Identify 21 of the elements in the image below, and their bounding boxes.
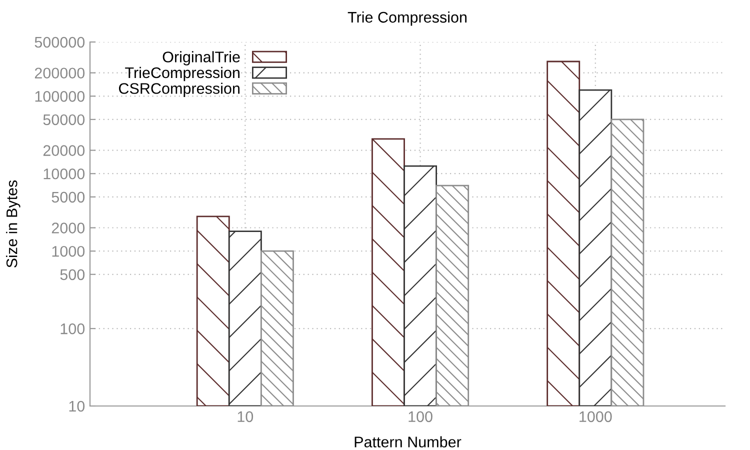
y-tick-label: 1000	[52, 246, 85, 257]
chart-title: Trie Compression	[348, 11, 467, 26]
y-tick-label: 500	[60, 269, 85, 280]
y-tick-label: 100000	[35, 91, 85, 102]
x-tick-label: 1000	[580, 411, 612, 422]
legend-label: CSRCompression	[118, 82, 240, 97]
y-tick-label: 200000	[34, 68, 85, 79]
legend-label: TrieCompression	[125, 66, 240, 82]
y-tick-label: 500000	[34, 36, 85, 48]
y-tick-label: 20000	[43, 145, 85, 156]
y-tick-label: 10000	[44, 168, 85, 180]
y-tick-label: 100	[60, 323, 85, 334]
x-tick-label: 10	[238, 411, 254, 422]
legend-label: OriginalTrie	[162, 51, 240, 66]
y-axis-title: Size in Bytes	[6, 180, 20, 268]
x-axis-title: Pattern Number	[354, 436, 462, 448]
y-tick-label: 50000	[43, 114, 85, 126]
y-tick-label: 2000	[52, 222, 85, 234]
y-tick-label: 5000	[52, 192, 85, 203]
y-tick-label: 10	[69, 400, 85, 412]
x-tick-label: 100	[408, 411, 432, 422]
